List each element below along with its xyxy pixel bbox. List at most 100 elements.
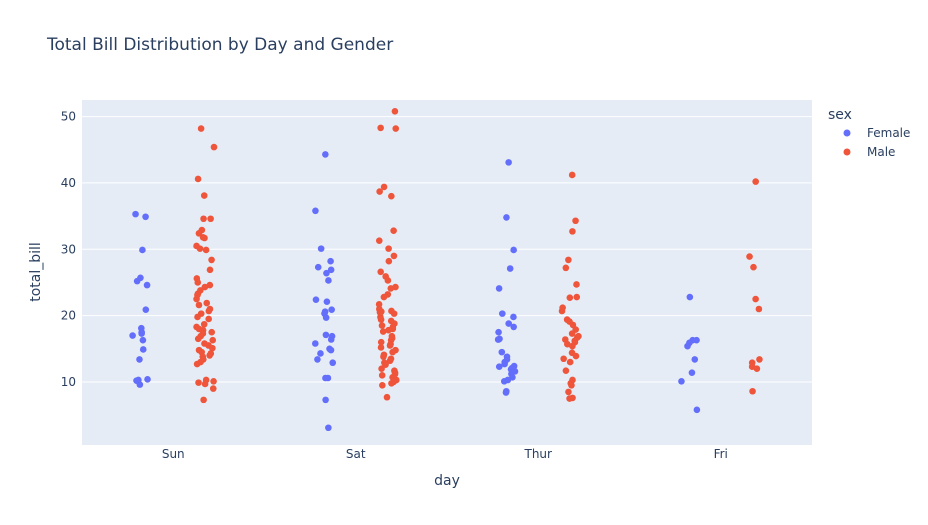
point-female-sat[interactable]: [328, 306, 335, 313]
point-female-sat[interactable]: [327, 336, 335, 343]
point-male-sun[interactable]: [203, 299, 211, 307]
point-male-sat[interactable]: [375, 301, 383, 308]
point-male-sat[interactable]: [390, 227, 397, 234]
point-male-sun[interactable]: [207, 215, 214, 223]
point-female-sun[interactable]: [144, 376, 151, 383]
point-male-fri[interactable]: [756, 356, 763, 363]
legend-item-male[interactable]: Male: [843, 145, 896, 159]
point-female-sun[interactable]: [133, 277, 141, 285]
point-female-sat[interactable]: [312, 296, 320, 304]
point-male-sat[interactable]: [389, 348, 396, 356]
point-female-sun[interactable]: [136, 356, 143, 363]
point-male-sun[interactable]: [200, 320, 208, 328]
point-male-sun[interactable]: [206, 266, 214, 274]
point-female-sat[interactable]: [327, 257, 334, 265]
point-female-sat[interactable]: [311, 340, 319, 347]
point-male-thur[interactable]: [566, 358, 574, 366]
point-male-thur[interactable]: [568, 171, 576, 179]
point-female-thur[interactable]: [510, 313, 517, 321]
point-male-sun[interactable]: [206, 281, 214, 289]
point-female-thur[interactable]: [499, 310, 506, 317]
point-male-sat[interactable]: [380, 293, 388, 301]
point-male-sun[interactable]: [200, 215, 207, 223]
point-male-sat[interactable]: [388, 380, 395, 387]
point-female-sat[interactable]: [327, 266, 335, 274]
point-female-sun[interactable]: [139, 336, 147, 344]
point-male-sun[interactable]: [201, 283, 209, 291]
point-female-sat[interactable]: [323, 298, 331, 305]
point-male-sun[interactable]: [209, 385, 217, 392]
point-female-fri[interactable]: [684, 342, 691, 350]
point-male-thur[interactable]: [565, 256, 572, 264]
point-female-fri[interactable]: [693, 406, 701, 414]
point-male-fri[interactable]: [755, 305, 763, 313]
point-male-sat[interactable]: [378, 372, 386, 379]
point-male-sun[interactable]: [209, 344, 216, 352]
point-male-sun[interactable]: [194, 335, 202, 343]
point-female-sat[interactable]: [322, 396, 329, 404]
point-male-thur[interactable]: [568, 330, 576, 337]
point-male-thur[interactable]: [565, 388, 572, 396]
point-male-sun[interactable]: [194, 279, 202, 286]
point-female-thur[interactable]: [502, 389, 510, 396]
point-female-sun[interactable]: [129, 332, 136, 339]
point-male-sat[interactable]: [390, 252, 398, 260]
point-male-sun[interactable]: [195, 379, 202, 386]
point-female-sun[interactable]: [133, 377, 140, 384]
point-female-sun[interactable]: [138, 330, 145, 337]
point-female-sat[interactable]: [314, 263, 322, 271]
point-male-thur[interactable]: [568, 381, 575, 389]
point-male-fri[interactable]: [752, 178, 759, 185]
point-male-sun[interactable]: [210, 378, 217, 385]
point-male-sat[interactable]: [376, 188, 383, 195]
point-female-sat[interactable]: [324, 374, 332, 382]
point-male-thur[interactable]: [572, 352, 580, 360]
point-female-fri[interactable]: [688, 369, 696, 376]
point-female-sat[interactable]: [312, 207, 319, 215]
point-male-sat[interactable]: [385, 326, 392, 334]
point-male-fri[interactable]: [753, 365, 761, 373]
point-male-thur[interactable]: [569, 228, 576, 235]
point-male-sat[interactable]: [388, 192, 395, 200]
point-male-sat[interactable]: [380, 353, 387, 361]
point-male-fri[interactable]: [749, 387, 756, 395]
point-female-thur[interactable]: [494, 336, 502, 343]
point-female-sat[interactable]: [322, 151, 329, 158]
point-female-sat[interactable]: [327, 346, 335, 354]
point-female-sat[interactable]: [325, 424, 332, 432]
point-male-sun[interactable]: [193, 360, 201, 368]
point-male-thur[interactable]: [560, 355, 567, 363]
point-male-sat[interactable]: [391, 107, 399, 115]
point-male-sun[interactable]: [200, 396, 207, 404]
point-male-sat[interactable]: [379, 328, 387, 335]
point-female-thur[interactable]: [500, 378, 508, 385]
point-female-sun[interactable]: [139, 246, 146, 254]
point-female-thur[interactable]: [510, 323, 517, 331]
point-male-sun[interactable]: [195, 230, 203, 237]
point-female-sat[interactable]: [322, 314, 330, 321]
point-male-sat[interactable]: [377, 338, 385, 346]
point-male-sun[interactable]: [208, 256, 215, 264]
point-female-sun[interactable]: [142, 213, 149, 221]
point-male-sun[interactable]: [210, 143, 218, 151]
point-female-sat[interactable]: [323, 269, 330, 277]
legend-item-female[interactable]: Female: [843, 126, 911, 140]
point-male-fri[interactable]: [750, 263, 757, 271]
point-female-thur[interactable]: [495, 328, 502, 336]
point-male-sun[interactable]: [200, 192, 208, 199]
point-male-sat[interactable]: [378, 365, 385, 373]
point-male-sun[interactable]: [206, 352, 213, 359]
point-female-thur[interactable]: [495, 363, 503, 371]
point-female-sun[interactable]: [132, 210, 139, 218]
point-male-sat[interactable]: [378, 322, 386, 329]
point-male-sun[interactable]: [193, 295, 200, 303]
point-female-sat[interactable]: [317, 350, 324, 357]
point-male-sun[interactable]: [196, 245, 204, 252]
point-female-thur[interactable]: [510, 246, 517, 254]
point-female-sun[interactable]: [143, 281, 151, 289]
point-male-sat[interactable]: [377, 316, 385, 323]
point-male-sun[interactable]: [195, 301, 203, 309]
point-male-thur[interactable]: [566, 395, 573, 402]
point-male-sun[interactable]: [202, 246, 210, 254]
point-female-thur[interactable]: [505, 320, 512, 327]
